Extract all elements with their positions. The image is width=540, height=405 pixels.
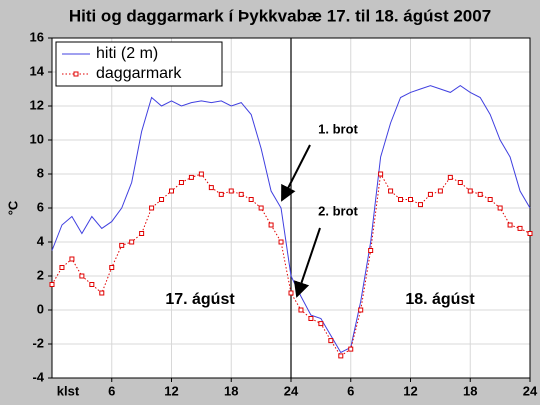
marker (59, 265, 65, 270)
annotation: 2. brot (318, 203, 358, 218)
marker (507, 222, 513, 228)
day-label: 17. ágúst (165, 291, 235, 308)
y-tick-label: 4 (37, 233, 45, 248)
marker (368, 248, 374, 253)
marker (517, 225, 523, 231)
y-tick-label: 8 (37, 165, 44, 180)
legend-label: hiti (2 m) (96, 45, 158, 62)
marker (228, 188, 234, 194)
y-axis-label: °C (5, 200, 20, 215)
marker (139, 231, 145, 236)
x-tick-label: 24 (523, 383, 538, 398)
marker (119, 242, 125, 248)
y-tick-label: 12 (30, 97, 44, 112)
marker (378, 171, 384, 177)
marker (288, 290, 294, 296)
x-axis-label: klst (57, 383, 80, 398)
annotation-arrow (281, 144, 311, 202)
marker (417, 202, 423, 208)
annotation: 1. brot (318, 121, 358, 136)
marker (129, 239, 135, 245)
x-tick-label: 18 (463, 383, 477, 398)
marker (208, 185, 214, 191)
x-tick-label: 6 (108, 383, 115, 398)
marker (427, 191, 433, 197)
marker (358, 307, 364, 313)
marker (298, 307, 304, 313)
y-tick-label: 6 (37, 199, 44, 214)
y-tick-label: -2 (32, 335, 44, 350)
marker (178, 180, 184, 185)
marker (109, 265, 115, 270)
y-tick-label: 14 (30, 63, 45, 78)
x-tick-label: 12 (403, 383, 417, 398)
marker (258, 205, 264, 211)
marker (169, 188, 174, 194)
x-tick-label: 12 (164, 383, 178, 398)
marker (238, 191, 244, 197)
y-tick-label: 0 (37, 301, 44, 316)
x-tick-label: 24 (284, 383, 299, 398)
marker (278, 239, 284, 245)
y-tick-label: 16 (30, 29, 44, 44)
marker (527, 231, 533, 236)
marker (467, 188, 473, 194)
marker (79, 273, 85, 279)
marker (408, 197, 413, 202)
series-line (51, 84, 531, 354)
legend-marker (73, 71, 79, 77)
marker (447, 174, 453, 180)
y-tick-label: -4 (32, 369, 44, 384)
marker (477, 191, 483, 197)
marker (218, 191, 224, 197)
marker (89, 282, 95, 287)
marker (437, 188, 443, 194)
marker (388, 188, 394, 194)
marker (348, 346, 354, 352)
marker (487, 197, 493, 202)
x-tick-label: 18 (224, 383, 238, 398)
marker (188, 174, 194, 180)
marker (338, 353, 344, 359)
marker (248, 197, 254, 202)
marker (308, 316, 314, 321)
marker (49, 282, 55, 287)
day-label: 18. ágúst (405, 291, 475, 308)
x-tick-label: 6 (347, 383, 354, 398)
legend-label: daggarmark (96, 65, 182, 82)
marker (198, 171, 204, 177)
marker (398, 197, 404, 202)
marker (149, 205, 155, 211)
y-tick-label: 2 (37, 267, 44, 282)
marker (328, 338, 334, 344)
marker (497, 205, 503, 211)
legend-box (55, 41, 223, 87)
marker (268, 222, 274, 228)
marker (318, 321, 324, 327)
annotation-arrow (293, 227, 321, 298)
marker (159, 197, 165, 202)
marker (69, 256, 75, 262)
marker (457, 180, 463, 185)
chart-title: Hiti og daggarmark í Þykkvabæ 17. til 18… (69, 6, 491, 25)
marker (99, 290, 105, 296)
y-tick-label: 10 (30, 131, 44, 146)
